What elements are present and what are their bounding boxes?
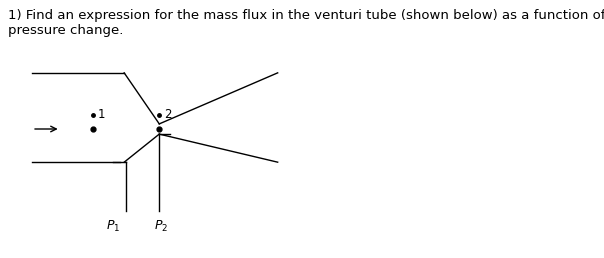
Text: 1: 1	[98, 108, 105, 121]
Text: 2: 2	[164, 108, 171, 121]
Text: $P_2$: $P_2$	[155, 219, 169, 233]
Text: 1) Find an expression for the mass flux in the venturi tube (shown below) as a f: 1) Find an expression for the mass flux …	[8, 9, 604, 37]
Text: $P_1$: $P_1$	[106, 219, 120, 233]
